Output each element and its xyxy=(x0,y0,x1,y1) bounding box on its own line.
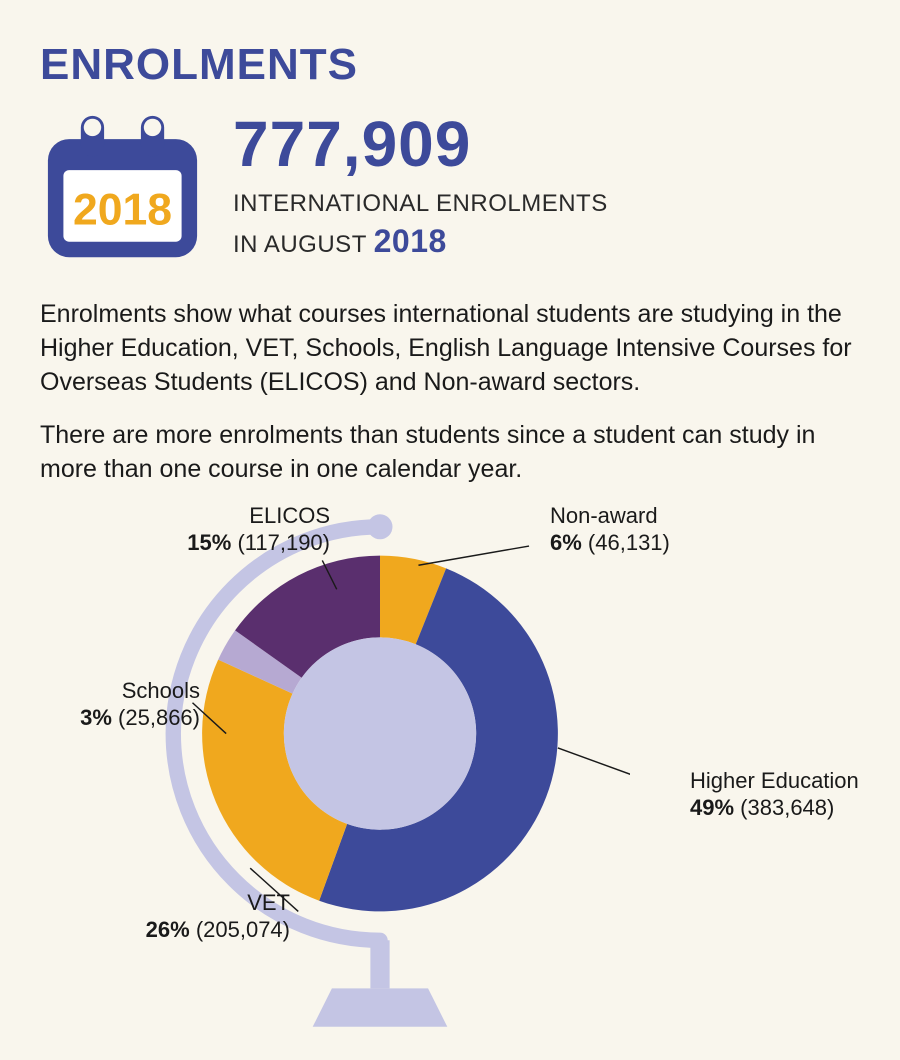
label-pct-vet: 26% xyxy=(146,917,190,942)
hero-text: 777,909 INTERNATIONAL ENROLMENTS IN AUGU… xyxy=(233,110,608,264)
label-pct-higher: 49% xyxy=(690,795,734,820)
paragraph-2: There are more enrolments than students … xyxy=(40,419,860,487)
label-pct-nonaward: 6% xyxy=(550,530,582,555)
page-title: ENROLMENTS xyxy=(40,40,860,90)
calendar-icon: 2018 xyxy=(40,110,205,270)
label-nonaward: Non-award6% (46,131) xyxy=(550,502,670,557)
label-higher: Higher Education49% (383,648) xyxy=(690,767,859,822)
globe-stand-icon xyxy=(130,507,630,1037)
hero-row: 2018 777,909 INTERNATIONAL ENROLMENTS IN… xyxy=(40,110,860,270)
label-vet: VET 26% (205,074) xyxy=(110,889,290,944)
label-name-higher: Higher Education xyxy=(690,768,859,793)
headline-line2-year: 2018 xyxy=(374,223,447,259)
headline-line1: INTERNATIONAL ENROLMENTS xyxy=(233,190,608,217)
headline-number: 777,909 xyxy=(233,112,608,176)
label-count-higher: (383,648) xyxy=(740,795,834,820)
label-name-schools: Schools xyxy=(122,678,200,703)
leader-higher xyxy=(558,748,630,786)
donut-chart: Non-award6% (46,131)Higher Education49% … xyxy=(40,507,860,1037)
leader-nonaward xyxy=(418,546,529,565)
label-pct-elicos: 15% xyxy=(187,530,231,555)
label-count-schools: (25,866) xyxy=(118,705,200,730)
label-name-nonaward: Non-award xyxy=(550,503,658,528)
headline-line2-prefix: IN AUGUST xyxy=(233,231,374,258)
label-count-nonaward: (46,131) xyxy=(588,530,670,555)
paragraph-1: Enrolments show what courses internation… xyxy=(40,298,860,399)
label-schools: Schools 3% (25,866) xyxy=(20,677,200,732)
label-name-vet: VET xyxy=(247,890,290,915)
calendar-year: 2018 xyxy=(73,185,172,234)
label-name-elicos: ELICOS xyxy=(249,503,330,528)
headline-subtext: INTERNATIONAL ENROLMENTS IN AUGUST 2018 xyxy=(233,188,608,264)
label-count-elicos: (117,190) xyxy=(237,530,330,555)
label-elicos: ELICOS 15% (117,190) xyxy=(150,502,330,557)
label-count-vet: (205,074) xyxy=(196,917,290,942)
label-pct-schools: 3% xyxy=(80,705,112,730)
